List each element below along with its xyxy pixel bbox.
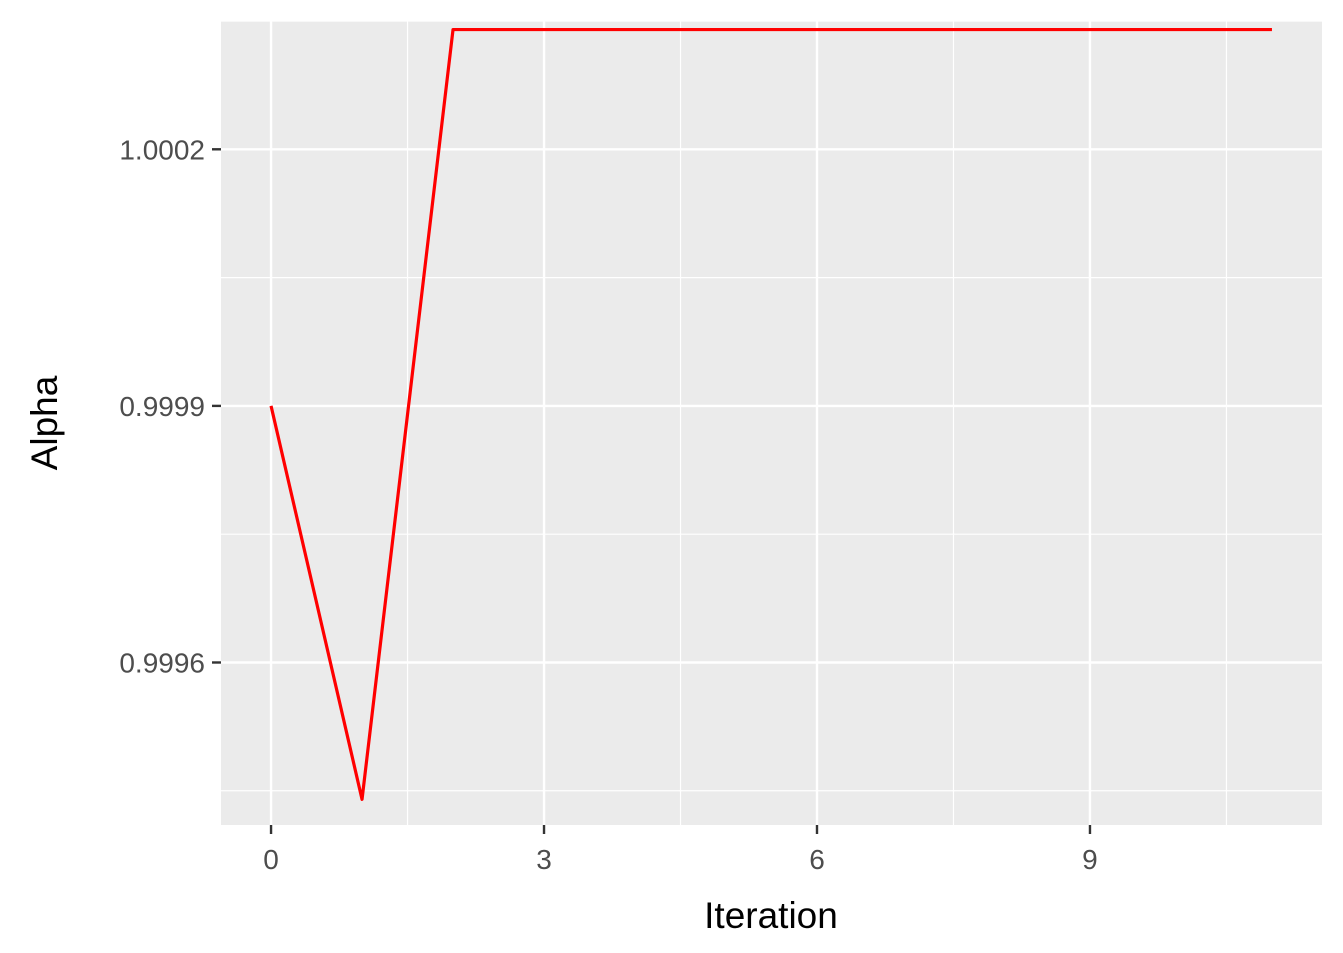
series-layer bbox=[269, 27, 1272, 801]
x-tick-label-1: 3 bbox=[536, 844, 552, 875]
series-line-0 bbox=[269, 27, 1272, 801]
y-tick-label-2: 1.0002 bbox=[119, 134, 205, 165]
x-tick-label-0: 0 bbox=[263, 844, 279, 875]
major-gridlines bbox=[221, 21, 1322, 825]
y-axis: 0.9996 0.9999 1.0002 bbox=[119, 134, 221, 678]
plot-panel bbox=[221, 21, 1322, 825]
x-axis: 0 3 6 9 bbox=[263, 825, 1098, 875]
y-tick-label-0: 0.9996 bbox=[119, 647, 205, 678]
x-axis-title: Iteration bbox=[704, 895, 838, 936]
y-tick-label-1: 0.9999 bbox=[119, 391, 205, 422]
x-tick-label-3: 9 bbox=[1082, 844, 1098, 875]
minor-gridlines bbox=[221, 20, 1322, 825]
x-tick-label-2: 6 bbox=[809, 844, 825, 875]
y-axis-title: Alpha bbox=[24, 375, 65, 470]
